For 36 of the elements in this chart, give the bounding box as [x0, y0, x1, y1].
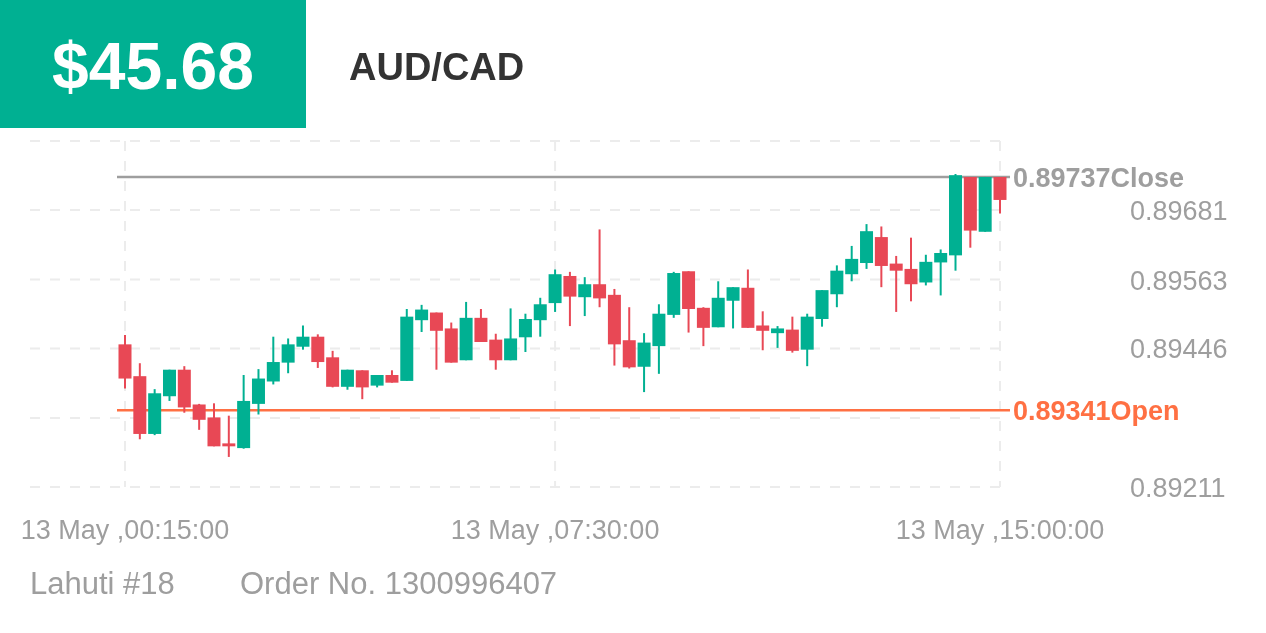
y-tick-label: 0.89211: [1130, 473, 1226, 503]
candlestick: [726, 286, 740, 330]
candlestick: [533, 296, 547, 338]
ref-line-label: 0.89737Close: [1013, 162, 1185, 193]
y-tick-label: 0.89681: [1130, 195, 1228, 226]
candlestick: [934, 248, 948, 297]
candlestick: [785, 315, 799, 354]
candlestick: [696, 306, 710, 348]
candlestick: [518, 312, 532, 354]
candlestick: [355, 369, 369, 401]
candlestick: [563, 270, 577, 328]
chart-title: AUD/CAD: [349, 46, 525, 88]
x-tick-label: 13 May ,15:00:00: [895, 515, 1105, 545]
text: Lahuti #18: [30, 566, 175, 601]
candlestick: [429, 311, 443, 371]
text: Order No. 1300996407: [240, 566, 558, 601]
ref-line-label: 0.89341Open: [1013, 396, 1180, 427]
candlestick: [222, 414, 236, 458]
candlestick: [756, 310, 770, 352]
x-tick-label: 13 May ,07:30:00: [450, 515, 660, 545]
candlestick: [266, 335, 280, 386]
candlestick: [904, 236, 918, 303]
candlestick: [593, 228, 607, 309]
candlestick: [919, 253, 933, 287]
candlestick: [489, 332, 503, 371]
candlestick: [993, 175, 1007, 215]
candlestick: [415, 303, 429, 333]
y-tick-label: 0.89563: [1130, 265, 1228, 296]
candlestick: [845, 244, 859, 283]
text: $45.68: [52, 29, 254, 103]
candlestick: [578, 276, 592, 318]
candlestick: [889, 254, 903, 313]
candlestick: [504, 307, 518, 362]
y-tick-label: 0.89446: [1130, 334, 1228, 365]
candlestick: [771, 325, 785, 349]
x-tick-label: 13 May ,00:15:00: [20, 515, 230, 545]
